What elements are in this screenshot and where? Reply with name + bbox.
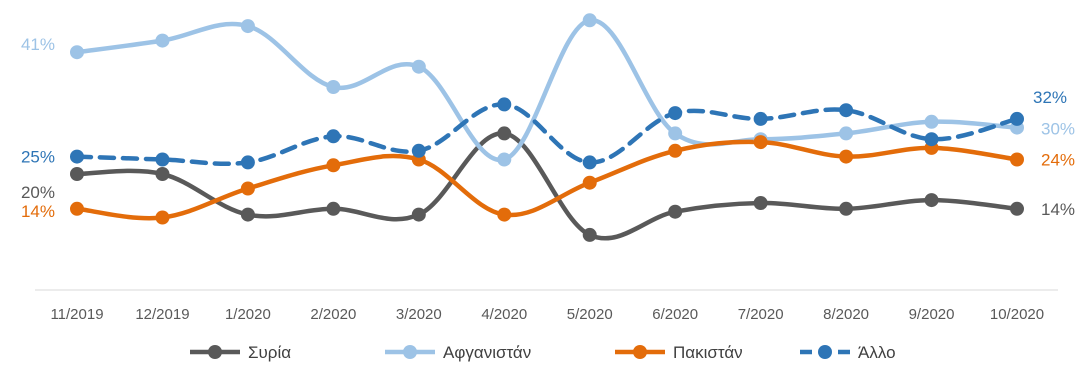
series-markers: [70, 13, 1024, 242]
legend-label: Αφγανιστάν: [443, 343, 531, 362]
data-point: [70, 201, 84, 216]
data-point: [582, 175, 597, 190]
data-point: [411, 143, 426, 158]
data-label: 32%: [1033, 88, 1067, 107]
data-point: [70, 45, 84, 60]
data-point: [497, 126, 512, 141]
data-point: [411, 59, 426, 74]
x-tick-label: 12/2019: [135, 306, 189, 323]
data-point: [411, 207, 426, 222]
data-label: 14%: [21, 202, 55, 221]
data-point: [582, 155, 597, 170]
legend-item: Συρία: [190, 343, 291, 362]
x-tick-label: 10/2020: [990, 306, 1044, 323]
data-point: [240, 181, 255, 196]
series-lines: [74, 18, 1020, 241]
data-label: 20%: [21, 183, 55, 202]
legend-swatch-marker: [208, 345, 222, 359]
data-point: [924, 114, 939, 129]
data-point: [240, 19, 255, 34]
data-point: [839, 149, 854, 164]
x-tick-label: 2/2020: [310, 306, 356, 323]
data-point: [1010, 152, 1024, 167]
data-point: [497, 152, 512, 167]
data-point: [924, 132, 939, 147]
legend: Συρία Αφγανιστάν Πακιστάν Άλλο: [190, 343, 896, 362]
data-point: [839, 201, 854, 216]
x-axis-ticks: 11/2019 12/2019 1/2020 2/2020 3/2020 4/2020 5/…: [50, 306, 1044, 323]
data-point: [1010, 201, 1024, 216]
data-point: [753, 111, 768, 126]
data-point: [326, 158, 341, 173]
x-tick-label: 11/2019: [50, 306, 103, 323]
x-tick-label: 7/2020: [738, 306, 784, 323]
series-line: [74, 139, 1020, 221]
legend-item: Αφγανιστάν: [385, 343, 531, 362]
data-point: [924, 193, 939, 208]
data-point: [326, 129, 341, 144]
data-point: [155, 167, 170, 181]
data-label: 25%: [21, 148, 55, 167]
data-point: [497, 97, 512, 112]
data-point: [70, 167, 84, 181]
legend-swatch-marker: [818, 345, 832, 359]
data-point: [753, 135, 768, 150]
x-tick-label: 4/2020: [481, 306, 527, 323]
data-label: 14%: [1041, 200, 1075, 219]
data-point: [668, 204, 683, 219]
data-label: 24%: [1041, 151, 1075, 170]
legend-swatch-marker: [633, 345, 647, 359]
legend-item: Πακιστάν: [615, 343, 743, 362]
data-point: [582, 13, 597, 28]
x-tick-label: 8/2020: [823, 306, 869, 323]
data-point: [70, 149, 84, 164]
data-point: [668, 126, 683, 141]
x-tick-label: 3/2020: [396, 306, 442, 323]
x-tick-label: 1/2020: [225, 306, 271, 323]
legend-label: Πακιστάν: [673, 343, 743, 362]
data-point: [497, 207, 512, 222]
data-point: [753, 196, 768, 210]
series-line: [74, 18, 1020, 162]
data-label: 41%: [21, 35, 55, 54]
data-point: [668, 106, 683, 121]
data-point: [1010, 111, 1024, 126]
data-point: [155, 152, 170, 167]
data-point: [839, 126, 854, 141]
data-point: [326, 201, 341, 216]
data-point: [155, 210, 170, 225]
x-tick-label: 9/2020: [909, 306, 955, 323]
data-point: [668, 143, 683, 158]
x-tick-label: 5/2020: [567, 306, 613, 323]
data-point: [240, 207, 255, 222]
legend-label: Άλλο: [858, 343, 896, 362]
legend-swatch-marker: [403, 345, 417, 359]
data-label: 30%: [1041, 120, 1075, 139]
legend-label: Συρία: [248, 343, 291, 362]
data-point: [326, 80, 341, 94]
data-point: [155, 33, 170, 48]
x-tick-label: 6/2020: [652, 306, 698, 323]
data-point: [839, 103, 854, 118]
series-line: [74, 131, 1020, 241]
legend-item: Άλλο: [800, 343, 896, 362]
data-labels: 20%14%41%30%14%24%25%32%: [21, 35, 1075, 221]
data-point: [582, 227, 597, 242]
data-point: [240, 155, 255, 170]
